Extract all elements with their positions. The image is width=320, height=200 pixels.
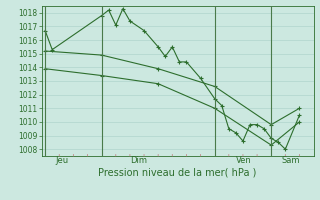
Text: Ven: Ven — [236, 156, 252, 165]
Text: Sam: Sam — [282, 156, 300, 165]
Text: Dim: Dim — [130, 156, 147, 165]
Text: Jeu: Jeu — [56, 156, 69, 165]
X-axis label: Pression niveau de la mer( hPa ): Pression niveau de la mer( hPa ) — [99, 167, 257, 177]
